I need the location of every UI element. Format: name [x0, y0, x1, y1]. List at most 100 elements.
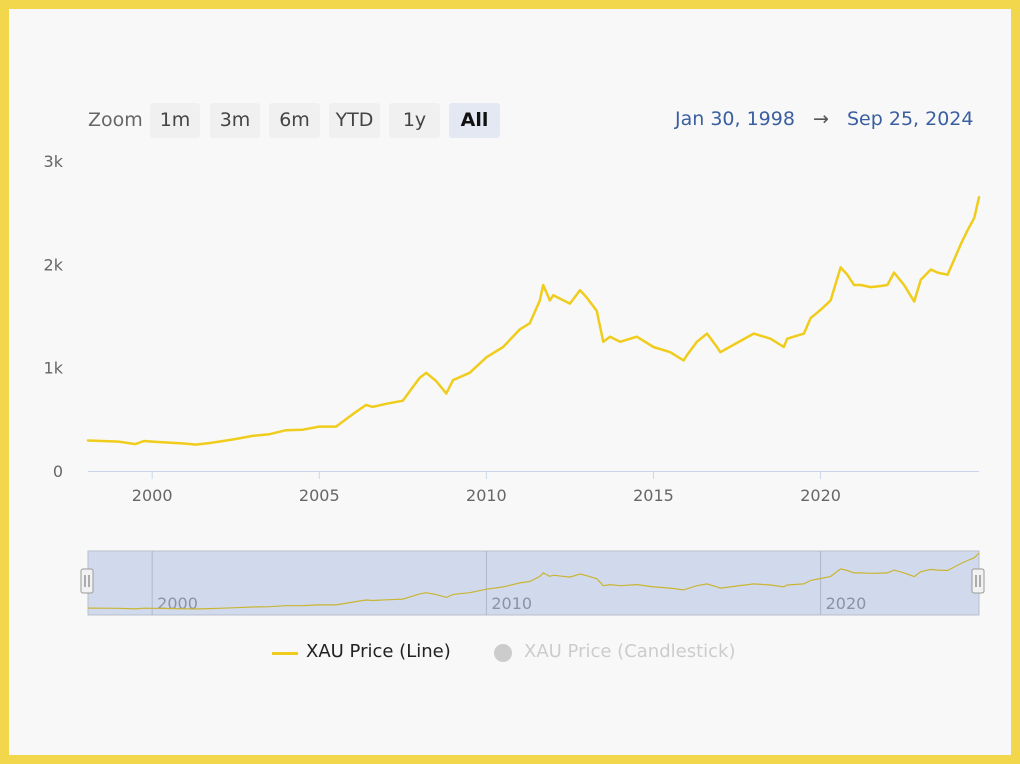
- data-point: [468, 372, 471, 374]
- data-point: [485, 356, 488, 359]
- data-point: [143, 440, 145, 442]
- data-point: [973, 217, 976, 219]
- data-point: [609, 335, 611, 338]
- data-point: [168, 441, 170, 444]
- data-point: [519, 328, 521, 331]
- data-point: [846, 273, 849, 276]
- data-point: [602, 341, 605, 343]
- zoom-6m-button[interactable]: 6m: [269, 103, 320, 138]
- navigator-right-handle[interactable]: [971, 568, 985, 594]
- data-point: [953, 258, 956, 261]
- navigator-tick-label: 2010: [491, 594, 532, 613]
- data-point: [301, 428, 304, 431]
- data-point: [752, 332, 755, 335]
- data-point: [903, 284, 905, 286]
- data-point: [335, 425, 337, 428]
- data-point: [619, 341, 621, 343]
- range-to-date[interactable]: Sep 25, 2024: [847, 108, 974, 130]
- legend-candlestick-dot-icon: [494, 644, 512, 662]
- data-point: [529, 322, 531, 325]
- data-point: [569, 302, 571, 305]
- data-point: [886, 284, 889, 286]
- range-from-date[interactable]: Jan 30, 1998: [675, 108, 795, 130]
- data-point: [682, 359, 685, 362]
- zoom-1m-button[interactable]: 1m: [150, 103, 200, 138]
- data-point: [117, 440, 120, 443]
- data-point: [913, 300, 915, 303]
- legend-line-swatch: [272, 652, 298, 655]
- series-line-xau-price[interactable]: [86, 195, 981, 446]
- data-point: [184, 442, 187, 445]
- data-point: [539, 299, 541, 302]
- data-point: [966, 229, 969, 231]
- legend-item-line[interactable]: XAU Price (Line): [306, 641, 451, 662]
- navigator-series-line: [87, 552, 980, 610]
- data-point: [829, 299, 832, 302]
- data-point: [218, 440, 220, 443]
- data-point: [803, 332, 805, 335]
- x-tick-label: 2005: [299, 486, 340, 505]
- x-tick-label: 2020: [800, 486, 841, 505]
- data-point: [579, 289, 581, 292]
- data-point: [736, 342, 738, 344]
- data-point: [585, 296, 588, 299]
- data-point: [445, 392, 448, 395]
- data-point: [686, 354, 688, 357]
- data-point: [101, 440, 103, 442]
- data-point: [819, 309, 822, 311]
- data-point: [549, 299, 551, 302]
- zoom-3m-button[interactable]: 3m: [210, 103, 260, 138]
- data-point: [636, 335, 638, 338]
- data-point: [452, 379, 454, 381]
- data-point: [960, 242, 962, 245]
- data-point: [783, 346, 785, 348]
- range-arrow: →: [813, 108, 829, 130]
- data-point: [786, 337, 788, 340]
- data-point: [978, 196, 980, 198]
- y-tick-label: 0: [53, 462, 63, 481]
- data-point: [402, 399, 404, 402]
- data-point: [87, 439, 89, 442]
- data-point: [769, 337, 772, 340]
- data-point: [134, 443, 137, 445]
- data-point: [552, 294, 554, 297]
- data-point: [879, 285, 882, 287]
- data-point: [706, 332, 708, 335]
- x-tick-label: 2010: [466, 486, 507, 505]
- data-point: [285, 429, 287, 432]
- data-point: [151, 440, 153, 443]
- data-point: [234, 438, 237, 440]
- data-point: [435, 380, 438, 382]
- data-point: [853, 284, 855, 286]
- data-point: [809, 317, 812, 319]
- navigator-tick-label: 2000: [157, 594, 198, 613]
- zoom-1y-button[interactable]: 1y: [389, 103, 440, 138]
- data-point: [839, 266, 842, 269]
- data-point: [251, 435, 254, 437]
- data-point: [946, 273, 949, 276]
- data-point: [268, 433, 270, 436]
- y-tick-label: 3k: [44, 152, 64, 171]
- data-point: [371, 406, 374, 408]
- navigator-tick-label: 2020: [826, 594, 867, 613]
- data-point: [859, 284, 862, 286]
- data-point: [652, 346, 655, 348]
- data-point: [669, 351, 671, 354]
- data-point: [595, 310, 598, 312]
- zoom-ytd-button[interactable]: YTD: [329, 103, 380, 138]
- data-point: [502, 346, 504, 348]
- data-point: [719, 351, 722, 354]
- data-point: [385, 403, 387, 405]
- zoom-label: Zoom: [88, 109, 143, 131]
- data-point: [425, 372, 428, 374]
- data-point: [194, 443, 197, 446]
- legend-item-candlestick[interactable]: XAU Price (Candlestick): [524, 641, 736, 662]
- data-point: [930, 268, 932, 271]
- zoom-all-button[interactable]: All: [449, 103, 500, 138]
- data-point: [893, 271, 895, 274]
- navigator-left-handle[interactable]: [80, 568, 94, 594]
- x-tick-label: 2000: [132, 486, 173, 505]
- data-point: [716, 346, 718, 348]
- data-point: [208, 442, 210, 444]
- data-point: [696, 341, 698, 343]
